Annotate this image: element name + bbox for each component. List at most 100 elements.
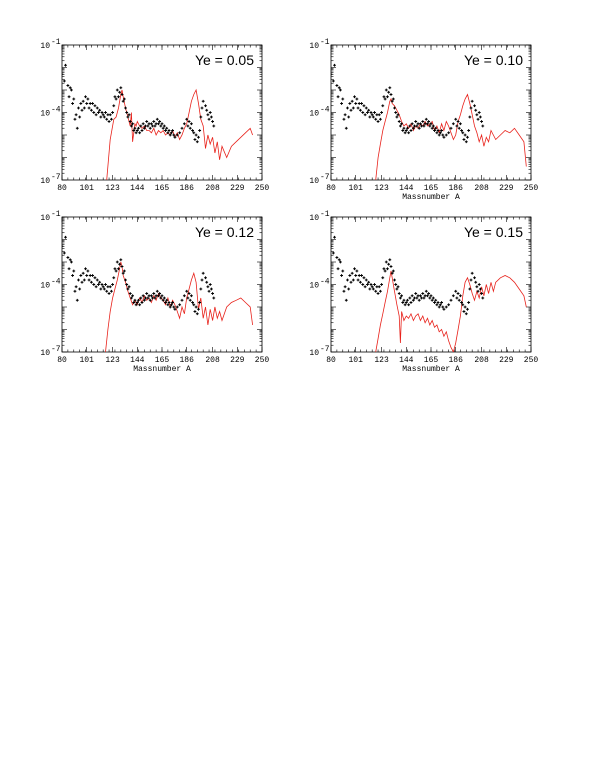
y-tick-label: 10 [40, 42, 50, 51]
x-tick-label: 80 [57, 356, 67, 365]
solar-abundance-point [128, 292, 132, 295]
solar-abundance-point [426, 122, 429, 126]
solar-abundance-point [340, 102, 343, 105]
solar-abundance-point [376, 292, 380, 295]
solar-abundance-point [348, 102, 352, 105]
solar-abundance-point [404, 301, 408, 304]
solar-abundance-point [449, 298, 453, 302]
solar-abundance-point [447, 131, 451, 135]
solar-abundance-point [210, 115, 213, 119]
solar-abundance-point [390, 271, 394, 275]
x-tick-label: 229 [230, 356, 245, 365]
solar-abundance-point [476, 289, 480, 293]
panel-title: Ye = 0.12 [195, 224, 254, 240]
solar-abundance-point [451, 122, 455, 126]
solar-abundance-point [73, 289, 77, 293]
solar-abundance-point [141, 294, 145, 298]
solar-abundance-point [422, 124, 426, 128]
solar-abundance-point [406, 298, 409, 302]
solar-abundance-point [429, 294, 433, 298]
solar-abundance-point [160, 294, 164, 298]
x-tick-label: 186 [180, 184, 195, 193]
solar-abundance-point [126, 115, 130, 119]
solar-abundance-point [416, 122, 420, 126]
solar-abundance-point [84, 267, 87, 271]
solar-abundance-point [337, 86, 341, 90]
solar-abundance-point [97, 283, 100, 286]
solar-abundance-point [442, 307, 446, 311]
solar-abundance-point [120, 93, 124, 96]
solar-abundance-point [139, 296, 143, 300]
solar-abundance-point [419, 294, 422, 298]
solar-abundance-point [134, 303, 138, 307]
solar-abundance-point [449, 126, 453, 130]
solar-abundance-point [106, 285, 110, 289]
x-tick-label: 229 [499, 356, 514, 365]
solar-abundance-point [361, 111, 365, 114]
solar-abundance-point [400, 294, 403, 298]
solar-abundance-point [397, 120, 401, 123]
solar-abundance-point [477, 111, 481, 114]
solar-abundance-point [429, 122, 433, 126]
solar-abundance-point [407, 131, 411, 135]
solar-abundance-point [347, 115, 351, 119]
solar-abundance-point [159, 124, 163, 128]
solar-abundance-point [339, 88, 342, 92]
solar-abundance-point [331, 251, 335, 255]
y-tick-label: 10 [309, 282, 319, 291]
solar-abundance-point [193, 138, 197, 141]
solar-abundance-point [408, 124, 412, 128]
solar-abundance-point [466, 135, 469, 139]
solar-abundance-point [395, 287, 399, 291]
solar-abundance-point [427, 292, 431, 295]
solar-abundance-point [411, 298, 415, 302]
solar-abundance-point [66, 256, 70, 259]
solar-abundance-point [111, 283, 114, 286]
solar-abundance-point [456, 292, 460, 295]
x-tick-label: 229 [499, 184, 514, 193]
solar-abundance-point [479, 287, 482, 291]
solar-abundance-point [165, 298, 169, 302]
solar-abundance-point [90, 280, 93, 284]
solar-abundance-point [457, 298, 461, 302]
y-tick-label: 10 [40, 177, 50, 186]
solar-abundance-point [140, 129, 144, 132]
solar-abundance-point [413, 124, 416, 128]
solar-abundance-point [391, 97, 395, 101]
solar-abundance-point [125, 283, 129, 286]
solar-abundance-point [131, 122, 134, 126]
solar-abundance-point [207, 117, 211, 121]
solar-abundance-point [105, 289, 109, 293]
solar-abundance-point [113, 267, 117, 271]
solar-abundance-point [170, 131, 173, 135]
solar-abundance-point [147, 294, 151, 298]
solar-abundance-point [470, 271, 474, 275]
solar-abundance-point [155, 289, 159, 293]
solar-abundance-point [381, 104, 385, 108]
solar-abundance-point [166, 303, 170, 307]
solar-abundance-point [142, 298, 146, 302]
solar-abundance-point [375, 285, 379, 289]
solar-abundance-point [182, 122, 186, 126]
solar-abundance-point [162, 124, 166, 128]
solar-abundance-point [466, 307, 469, 311]
solar-abundance-point [188, 298, 192, 302]
x-tick-label: 144 [130, 184, 145, 193]
solar-abundance-point [98, 108, 102, 112]
solar-abundance-point [178, 303, 182, 307]
solar-abundance-point [439, 131, 442, 135]
solar-abundance-point [354, 274, 358, 277]
solar-abundance-point [212, 296, 216, 300]
solar-abundance-point [158, 120, 162, 123]
solar-abundance-point [112, 276, 116, 280]
solar-abundance-point [435, 303, 439, 307]
x-tick-label: 165 [424, 184, 439, 193]
solar-abundance-point [339, 260, 342, 264]
solar-abundance-point [70, 88, 73, 92]
solar-abundance-point [454, 117, 458, 121]
solar-abundance-point [342, 117, 346, 121]
solar-abundance-point [428, 124, 432, 128]
solar-abundance-point [148, 126, 152, 130]
solar-abundance-point [409, 301, 413, 304]
solar-abundance-point [122, 269, 126, 273]
